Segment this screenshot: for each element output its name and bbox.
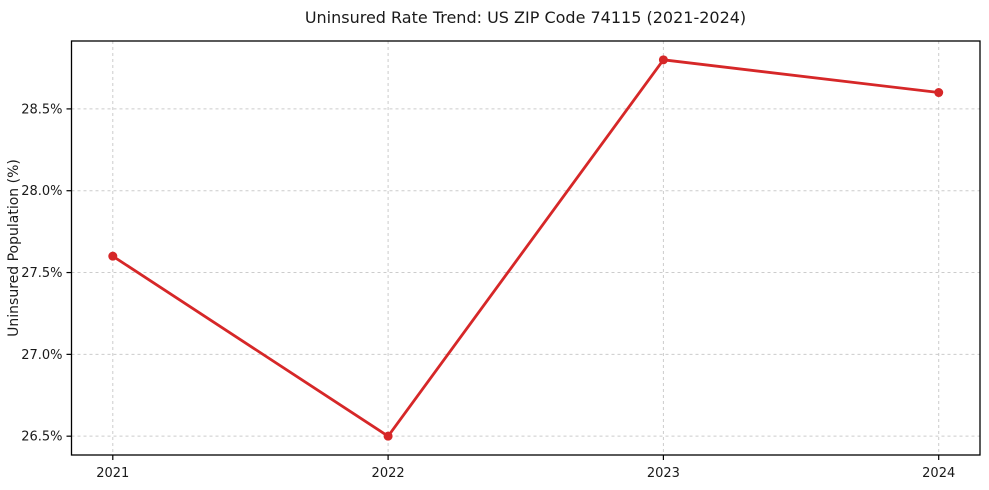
x-tick-label: 2021 [96, 466, 129, 481]
data-point-marker [108, 251, 118, 261]
y-tick-label: 27.0% [21, 348, 62, 363]
data-point-marker [934, 88, 944, 98]
data-point-marker [383, 431, 393, 441]
x-tick-label: 2022 [372, 466, 405, 481]
y-tick-label: 27.5% [21, 266, 62, 281]
y-tick-label: 28.0% [21, 184, 62, 199]
data-point-marker [658, 55, 668, 65]
y-tick-label: 28.5% [21, 102, 62, 117]
y-tick-label: 26.5% [21, 430, 62, 445]
x-tick-label: 2024 [922, 466, 955, 481]
plot-border [70, 40, 981, 456]
x-tick-label: 2023 [647, 466, 680, 481]
chart-title: Uninsured Rate Trend: US ZIP Code 74115 … [304, 8, 747, 27]
trend-line [111, 58, 941, 438]
